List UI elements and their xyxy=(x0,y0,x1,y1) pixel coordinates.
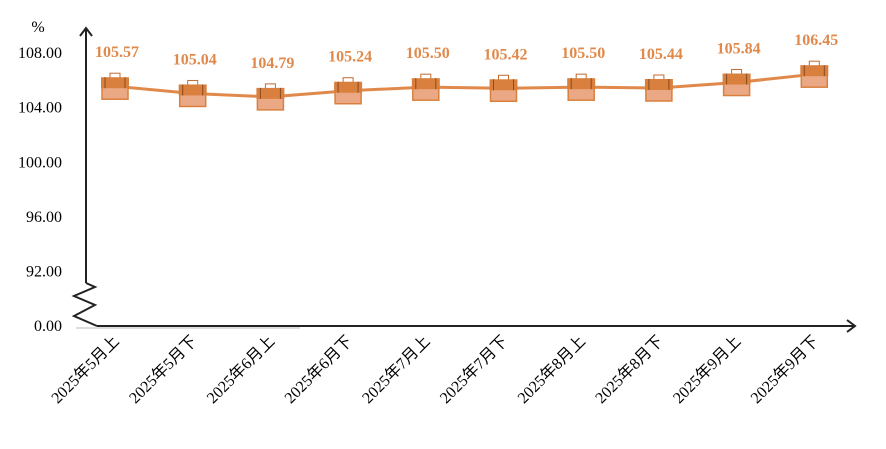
axes xyxy=(71,26,857,333)
data-label: 104.79 xyxy=(250,55,294,72)
series-line xyxy=(114,72,815,99)
data-label: 105.42 xyxy=(484,46,528,63)
axis-break-icon xyxy=(71,282,98,327)
briefcase-icon xyxy=(567,73,596,101)
data-label: 105.84 xyxy=(717,41,761,58)
y-tick-label: 108.00 xyxy=(18,45,62,62)
data-label: 105.04 xyxy=(173,51,217,68)
briefcase-icon xyxy=(800,60,829,88)
y-tick-label: 100.00 xyxy=(18,154,62,171)
data-label: 105.57 xyxy=(95,44,139,61)
x-tick-label: 2025年7月上 xyxy=(359,332,434,407)
y-tick-label: 96.00 xyxy=(26,209,62,226)
y-axis-unit: % xyxy=(31,19,44,36)
x-tick-label: 2025年9月下 xyxy=(747,332,822,407)
x-tick-label: 2025年7月下 xyxy=(436,332,511,407)
x-tick-label: 2025年8月上 xyxy=(514,332,589,407)
data-label: 105.50 xyxy=(561,45,605,62)
data-label: 106.45 xyxy=(794,32,838,49)
briefcase-icon xyxy=(489,74,518,103)
briefcase-icon xyxy=(178,79,207,108)
data-label: 105.24 xyxy=(328,49,372,66)
briefcase-icon xyxy=(101,72,129,100)
y-tick-label: 0.00 xyxy=(34,318,62,335)
x-tick-label: 2025年9月上 xyxy=(669,332,744,407)
briefcase-icon xyxy=(411,73,440,101)
x-tick-label: 2025年6月上 xyxy=(203,332,278,407)
x-tick-label: 2025年8月下 xyxy=(592,332,667,407)
x-tick-label: 2025年5月下 xyxy=(126,332,201,407)
x-tick-label: 2025年6月下 xyxy=(281,332,356,407)
briefcase-icon xyxy=(334,77,363,105)
x-tick-label: 2025年5月上 xyxy=(48,332,123,407)
y-tick-label: 92.00 xyxy=(26,264,62,281)
y-tick-label: 104.00 xyxy=(18,100,62,117)
data-label: 105.50 xyxy=(406,45,450,62)
briefcase-icon xyxy=(722,69,751,97)
briefcase-icon xyxy=(256,83,285,111)
briefcase-icon xyxy=(644,74,673,102)
data-label: 105.44 xyxy=(639,46,683,63)
